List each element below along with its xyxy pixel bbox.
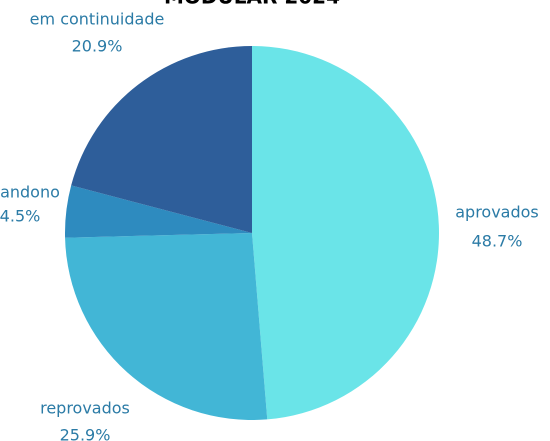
slice-label: abandono [0,183,60,202]
slice-value-label: 48.7% [472,232,523,251]
pie-slice [252,46,440,420]
slice-label: reprovados [40,399,130,418]
slice-label: aprovados [455,203,539,222]
chart-title: MODULAR 2024 [164,0,340,9]
slice-value-label: 20.9% [72,37,123,56]
slice-value-label: 25.9% [60,426,111,441]
pie-slice [71,46,253,233]
pie-slice [65,185,252,238]
slice-value-label: 4.5% [0,207,40,226]
slice-label: em continuidade [30,10,165,29]
pie-slice [65,233,268,420]
